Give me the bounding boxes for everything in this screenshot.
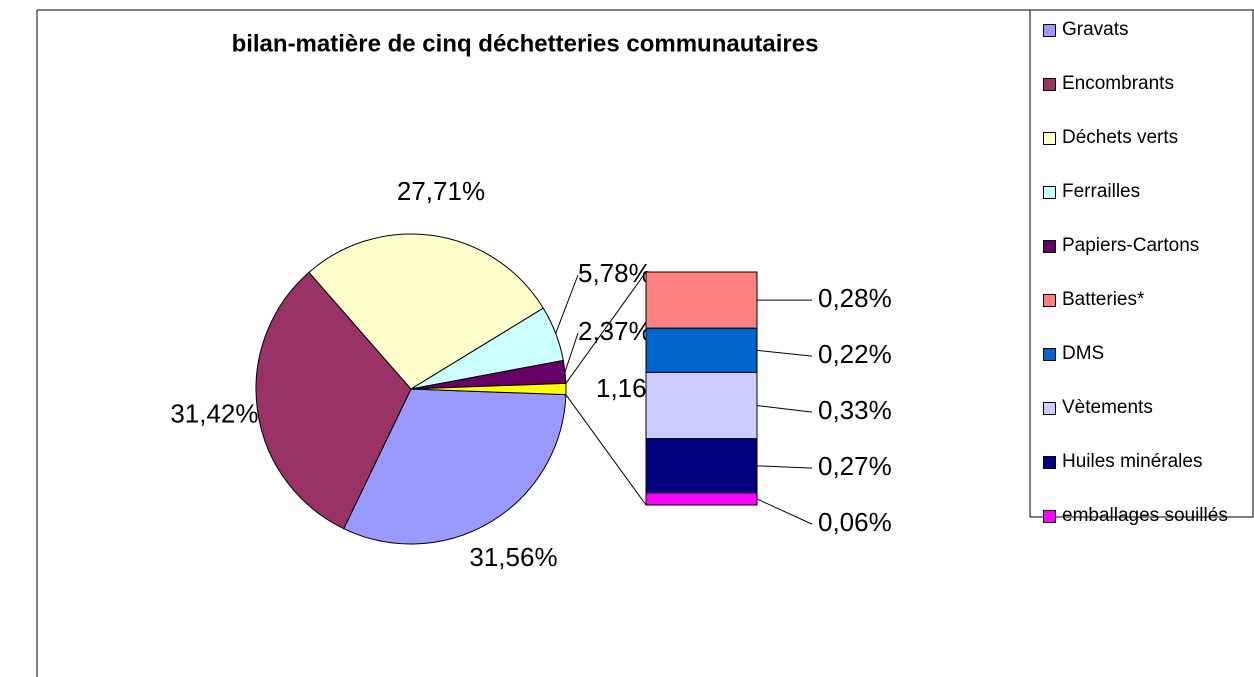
legend-entry: Déchets verts xyxy=(1043,127,1232,149)
data-label: 0,28% xyxy=(818,283,892,313)
legend-label: Encombrants xyxy=(1062,73,1174,94)
legend-label: Papiers-Cartons xyxy=(1062,235,1200,256)
data-label: 2,37% xyxy=(578,316,652,346)
pie-slice-other xyxy=(410,382,567,396)
legend-entry: Encombrants xyxy=(1043,73,1232,95)
leader-line xyxy=(756,498,813,525)
data-label: 31,42% xyxy=(170,399,258,429)
legend-label: Huiles minérales xyxy=(1062,451,1203,472)
legend-label: Vètements xyxy=(1062,397,1153,418)
data-label: 27,71% xyxy=(397,176,485,206)
legend-swatch xyxy=(1043,240,1056,253)
legend-entry: Batteries* xyxy=(1043,289,1232,311)
legend-entry: Ferrailles xyxy=(1043,181,1232,203)
legend-label: Déchets verts xyxy=(1062,127,1179,148)
legend-swatch xyxy=(1043,132,1056,145)
legend-swatch xyxy=(1043,510,1056,523)
legend-swatch xyxy=(1043,294,1056,307)
legend-swatch xyxy=(1043,456,1056,469)
legend-box xyxy=(1029,9,1254,518)
leader-line xyxy=(756,349,813,357)
pie-slice xyxy=(308,233,544,390)
data-label: 31,56% xyxy=(469,542,557,572)
legend-swatch xyxy=(1043,402,1056,415)
connector-line xyxy=(565,271,647,384)
bar-segment xyxy=(645,271,758,329)
bar-segment xyxy=(645,327,758,373)
bar-segment xyxy=(645,492,758,506)
legend-entry: Vètements xyxy=(1043,397,1232,419)
legend-swatch xyxy=(1043,348,1056,361)
leader-line xyxy=(555,274,579,334)
legend-label: Batteries* xyxy=(1062,289,1145,310)
bar-segment xyxy=(645,371,758,440)
leader-line xyxy=(756,465,813,469)
legend-entry: emballages souillés xyxy=(1043,505,1232,527)
chart-title: bilan-matière de cinq déchetteries commu… xyxy=(232,30,819,57)
legend-label: DMS xyxy=(1062,343,1105,364)
legend-label: emballages souillés xyxy=(1062,505,1228,526)
data-label: 0,06% xyxy=(818,507,892,537)
connector-line xyxy=(565,394,647,506)
leader-line xyxy=(564,332,579,373)
data-label: 0,22% xyxy=(818,339,892,369)
legend-label: Ferrailles xyxy=(1062,181,1141,202)
pie-slice xyxy=(343,388,567,545)
legend-entry: Huiles minérales xyxy=(1043,451,1232,473)
legend-swatch xyxy=(1043,24,1056,37)
legend-swatch xyxy=(1043,186,1056,199)
legend-entry: Papiers-Cartons xyxy=(1043,235,1232,257)
bar-segment xyxy=(645,438,758,494)
data-label: 5,78% xyxy=(578,258,652,288)
pie-slice xyxy=(255,271,412,530)
data-label: 0,33% xyxy=(818,395,892,425)
data-label: 0,27% xyxy=(818,451,892,481)
legend-entry: DMS xyxy=(1043,343,1232,365)
legend-label: Gravats xyxy=(1062,19,1129,40)
leader-line xyxy=(756,405,813,413)
legend-swatch xyxy=(1043,78,1056,91)
legend-entry: Gravats xyxy=(1043,19,1232,41)
